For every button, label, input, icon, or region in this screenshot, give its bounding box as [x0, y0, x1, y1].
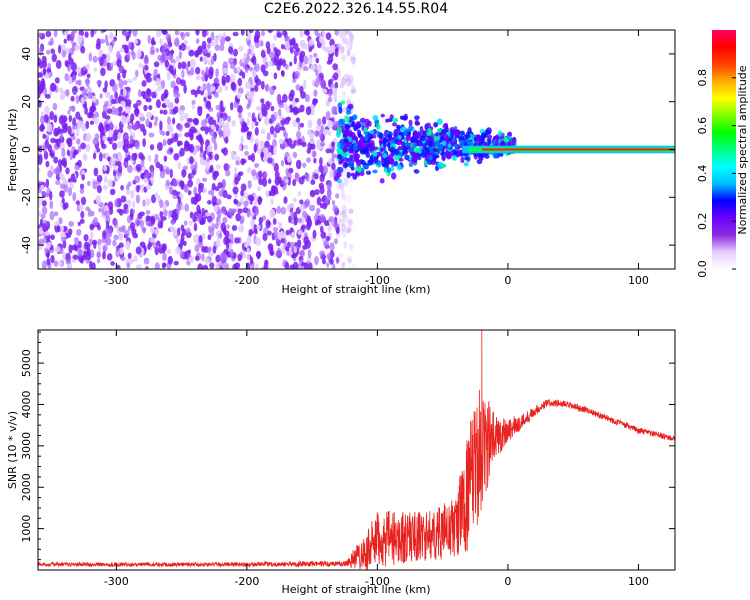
signal-spread	[336, 100, 517, 184]
colorbar-tick-label: 0.4	[696, 165, 709, 183]
colorbar-ticks: 0.0 0.2 0.4 0.6 0.8	[696, 69, 736, 278]
snr-series-line	[38, 330, 675, 570]
spectrogram-marks	[38, 30, 675, 269]
y-tick-label: 3000	[20, 432, 33, 460]
y-tick-label: 5000	[20, 349, 33, 377]
colorbar: 0.0 0.2 0.4 0.6 0.8 Normalized spectral ampl…	[696, 30, 749, 278]
snr-frame	[37, 329, 676, 571]
x-tick-label: -200	[234, 274, 259, 287]
y-tick-label: 0	[20, 146, 33, 153]
y-tick-label: 40	[20, 47, 33, 61]
x-tick-label: 0	[504, 274, 511, 287]
x-tick-label: 0	[504, 575, 511, 588]
snr-background	[38, 330, 675, 570]
x-tick-label: -200	[234, 575, 259, 588]
colorbar-tick-label: 0.2	[696, 212, 709, 230]
y-tick-label: 1000	[20, 515, 33, 543]
x-tick-label: -300	[104, 274, 129, 287]
y-tick-label: -40	[20, 236, 33, 254]
colorbar-tick-label: 0.6	[696, 117, 709, 135]
snr-marks	[38, 330, 675, 570]
y-tick-label: -20	[20, 188, 33, 206]
colorbar-label: Normalized spectral amplitude	[736, 65, 749, 234]
x-tick-label: 100	[628, 274, 649, 287]
carrier-core	[481, 148, 675, 151]
x-tick-label: -100	[365, 575, 390, 588]
colorbar-tick-label: 0.0	[696, 260, 709, 278]
y-tick-label: 4000	[20, 390, 33, 418]
x-tick-label: -100	[365, 274, 390, 287]
colorbar-gradient	[712, 30, 736, 269]
page-title: C2E6.2022.326.14.55.R04	[263, 1, 449, 17]
snr-y-label: SNR (10 * v/v)	[6, 411, 19, 489]
colorbar-tick-label: 0.8	[696, 69, 709, 87]
snr-panel: -300 -200 -100 0 100 1000 2000 3000 4000 5000 Hei…	[6, 329, 676, 596]
snr-ticks: -300 -200 -100 0 100 1000 2000 3000 4000 5000	[20, 330, 675, 588]
noise-speckle	[38, 30, 357, 269]
spectrogram-y-label: Frequency (Hz)	[6, 109, 19, 192]
y-tick-label: 20	[20, 95, 33, 109]
x-tick-label: -300	[104, 575, 129, 588]
spectrogram-x-label: Height of straight line (km)	[281, 283, 430, 296]
snr-x-label: Height of straight line (km)	[281, 583, 430, 596]
x-tick-label: 100	[628, 575, 649, 588]
y-tick-label: 2000	[20, 473, 33, 501]
